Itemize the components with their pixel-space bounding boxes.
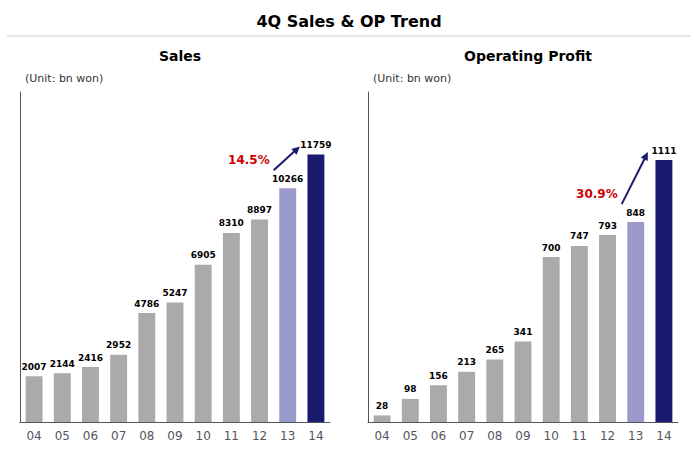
svg-text:5247: 5247 — [162, 288, 187, 298]
svg-text:11: 11 — [572, 429, 587, 443]
svg-text:1111: 1111 — [651, 146, 676, 156]
svg-text:Sales: Sales — [159, 48, 201, 64]
svg-text:848: 848 — [626, 208, 645, 218]
svg-text:12: 12 — [252, 429, 267, 443]
svg-text:(Unit: bn won): (Unit: bn won) — [25, 72, 103, 85]
svg-text:10: 10 — [544, 429, 559, 443]
svg-text:04: 04 — [374, 429, 389, 443]
svg-text:341: 341 — [514, 327, 533, 337]
svg-text:13: 13 — [628, 429, 643, 443]
svg-text:11759: 11759 — [300, 140, 331, 150]
svg-text:06: 06 — [83, 429, 98, 443]
svg-text:8310: 8310 — [219, 218, 244, 228]
svg-text:14.5%: 14.5% — [228, 153, 270, 167]
svg-text:08: 08 — [139, 429, 154, 443]
svg-text:05: 05 — [55, 429, 70, 443]
svg-text:2007: 2007 — [22, 362, 47, 372]
svg-text:4Q Sales & OP Trend: 4Q Sales & OP Trend — [256, 12, 441, 31]
svg-text:156: 156 — [429, 371, 448, 381]
svg-text:07: 07 — [459, 429, 474, 443]
svg-text:2952: 2952 — [106, 340, 131, 350]
svg-text:10: 10 — [196, 429, 211, 443]
svg-text:04: 04 — [26, 429, 41, 443]
svg-text:09: 09 — [167, 429, 182, 443]
svg-text:28: 28 — [376, 401, 389, 411]
svg-text:14: 14 — [656, 429, 671, 443]
svg-text:2144: 2144 — [50, 359, 75, 369]
svg-text:793: 793 — [598, 221, 617, 231]
svg-text:11: 11 — [224, 429, 239, 443]
svg-text:213: 213 — [457, 357, 476, 367]
svg-text:Operating Profit: Operating Profit — [464, 48, 592, 64]
svg-text:747: 747 — [570, 231, 589, 241]
svg-text:12: 12 — [600, 429, 615, 443]
svg-text:07: 07 — [111, 429, 126, 443]
svg-text:14: 14 — [308, 429, 323, 443]
svg-text:8897: 8897 — [247, 205, 272, 215]
svg-text:700: 700 — [542, 243, 561, 253]
svg-text:08: 08 — [487, 429, 502, 443]
svg-text:98: 98 — [404, 384, 417, 394]
svg-text:30.9%: 30.9% — [576, 187, 618, 201]
svg-text:2416: 2416 — [78, 353, 103, 363]
svg-text:(Unit: bn won): (Unit: bn won) — [373, 72, 451, 85]
svg-text:265: 265 — [485, 345, 504, 355]
svg-text:06: 06 — [431, 429, 446, 443]
svg-text:4786: 4786 — [134, 299, 159, 309]
svg-text:13: 13 — [280, 429, 295, 443]
svg-text:09: 09 — [515, 429, 530, 443]
svg-text:10266: 10266 — [272, 174, 303, 184]
svg-text:6905: 6905 — [191, 250, 216, 260]
svg-text:05: 05 — [403, 429, 418, 443]
